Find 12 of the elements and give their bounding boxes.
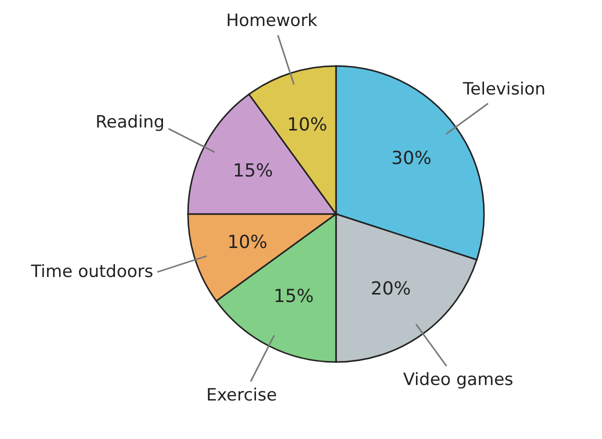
slice-label: Time outdoors — [30, 262, 154, 282]
data-label: 30% — [391, 148, 432, 170]
data-label: 15% — [274, 286, 314, 308]
slice-label: Exercise — [206, 385, 277, 406]
slice-label: Television — [462, 80, 546, 100]
data-label: 20% — [370, 278, 411, 300]
data-label: 10% — [287, 114, 328, 136]
data-label: 15% — [232, 160, 273, 182]
slice-label: Video games — [403, 370, 514, 390]
slice-label: Reading — [96, 112, 165, 133]
slice-label: Homework — [226, 11, 318, 32]
data-label: 10% — [227, 232, 268, 253]
